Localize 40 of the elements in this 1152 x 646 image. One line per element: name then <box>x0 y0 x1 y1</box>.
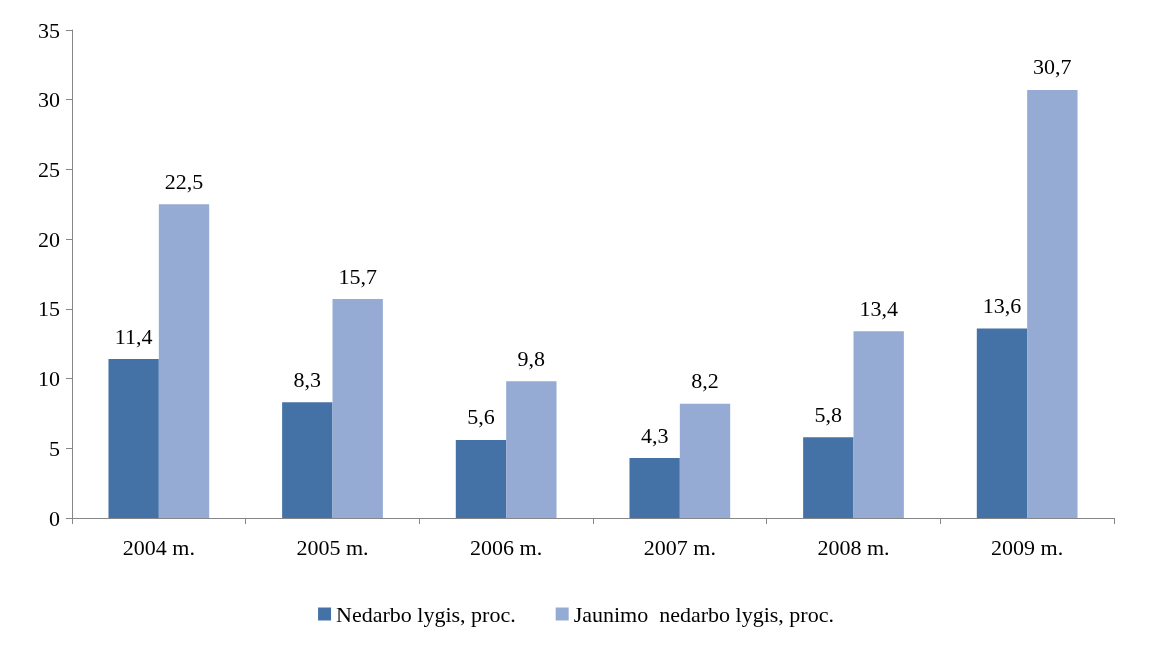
data-label: 13,4 <box>859 295 898 321</box>
legend-label: Nedarbo lygis, proc. <box>336 601 516 627</box>
y-tick-label: 15 <box>38 296 60 322</box>
y-tick-label: 10 <box>38 366 60 392</box>
bar <box>853 331 904 518</box>
bar <box>506 381 557 518</box>
x-tick-label: 2007 m. <box>643 534 716 560</box>
data-label: 22,5 <box>164 168 204 194</box>
data-label: 9,8 <box>517 345 546 371</box>
legend-label: Jaunimo nedarbo lygis, proc. <box>573 601 834 627</box>
y-tick-label: 35 <box>38 17 60 43</box>
data-label: 5,8 <box>814 401 843 427</box>
data-label: 13,6 <box>982 292 1022 318</box>
x-tick-label: 2004 m. <box>122 534 195 560</box>
data-label: 8,2 <box>691 368 719 394</box>
y-tick-label: 0 <box>49 505 60 531</box>
data-label: 30,7 <box>1033 54 1072 80</box>
bar <box>803 437 854 518</box>
x-tick-label: 2005 m. <box>296 534 369 560</box>
bar <box>629 458 680 518</box>
y-tick-label: 25 <box>38 156 60 182</box>
y-tick-label: 30 <box>38 87 60 113</box>
data-label: 8,3 <box>293 366 322 392</box>
x-tick-label: 2009 m. <box>991 534 1064 560</box>
data-label: 5,6 <box>467 404 495 430</box>
bar <box>976 328 1028 518</box>
y-tick-label: 5 <box>49 435 60 461</box>
x-tick-label: 2006 m. <box>470 534 543 560</box>
bar <box>455 439 507 518</box>
data-label: 4,3 <box>640 422 669 448</box>
y-tick-label: 20 <box>38 226 60 252</box>
bar <box>108 359 159 518</box>
bar <box>158 204 210 518</box>
bar <box>679 403 731 518</box>
bar <box>1027 89 1078 518</box>
data-label: 15,7 <box>338 263 377 289</box>
x-tick-label: 2008 m. <box>817 534 890 560</box>
bar <box>282 402 333 518</box>
bar <box>332 299 383 518</box>
data-label: 11,4 <box>114 323 153 349</box>
